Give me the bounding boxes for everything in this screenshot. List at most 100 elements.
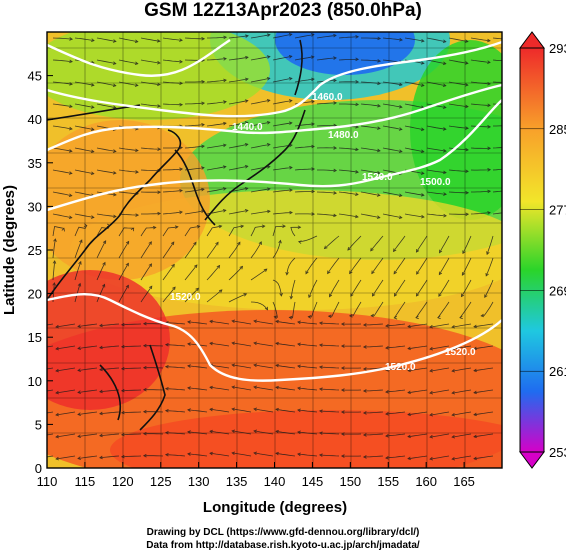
y-tick-label: 15: [28, 330, 42, 345]
streamline: [232, 320, 252, 325]
streamline: [253, 386, 274, 391]
streamline: [77, 455, 98, 459]
streamline-arrowhead: [480, 313, 485, 318]
streamline: [140, 241, 152, 259]
streamline: [228, 266, 243, 281]
streamline: [250, 144, 270, 149]
streamline-arrowhead: [193, 241, 197, 246]
streamline: [347, 235, 362, 251]
streamline-arrowhead: [443, 192, 447, 196]
streamline-arrowhead: [487, 211, 491, 215]
streamline: [96, 284, 105, 303]
streamline: [52, 238, 56, 259]
streamline-arrowhead: [106, 223, 111, 228]
streamline: [99, 433, 120, 437]
streamline-arrowhead: [460, 293, 465, 298]
streamline-arrowhead: [333, 168, 338, 173]
streamline-arrowhead: [318, 453, 323, 457]
streamline: [140, 147, 161, 150]
streamline-arrowhead: [289, 188, 293, 192]
streamline: [349, 301, 362, 317]
x-tick-label: 120: [112, 474, 134, 489]
streamline: [47, 411, 54, 414]
streamline-arrowhead: [34, 391, 37, 394]
streamline-arrowhead: [510, 103, 513, 106]
streamline: [371, 257, 384, 274]
streamline: [360, 81, 381, 84]
streamline: [473, 389, 494, 394]
streamline: [77, 323, 98, 327]
streamline-arrowhead: [297, 386, 301, 391]
streamline-arrowhead: [354, 214, 359, 219]
streamline-arrowhead: [451, 434, 456, 439]
streamline-arrowhead: [266, 77, 271, 81]
streamline: [52, 59, 73, 63]
streamline-arrowhead: [340, 410, 345, 414]
streamline: [438, 257, 450, 275]
streamline: [275, 386, 296, 391]
streamline-arrowhead: [347, 247, 351, 251]
streamline-arrowhead: [120, 366, 125, 371]
streamline: [206, 188, 226, 193]
streamline: [361, 37, 381, 39]
x-tick-label: 125: [150, 474, 172, 489]
streamline-arrowhead: [297, 240, 302, 244]
streamline: [372, 279, 384, 297]
streamline: [184, 124, 205, 127]
streamline: [319, 388, 340, 391]
streamline-arrowhead: [377, 36, 382, 41]
streamline: [429, 323, 450, 328]
streamline: [250, 121, 270, 127]
streamline: [385, 367, 406, 371]
streamline: [363, 367, 384, 370]
streamline-arrowhead: [179, 189, 183, 193]
streamline-arrowhead: [90, 215, 95, 219]
streamline-arrowhead: [297, 430, 301, 435]
streamline-arrowhead: [487, 81, 491, 86]
streamline: [272, 78, 292, 83]
streamline-arrowhead: [231, 319, 236, 324]
streamline: [294, 56, 314, 61]
streamline: [47, 345, 54, 348]
streamline: [74, 191, 94, 196]
streamline-arrowhead: [464, 39, 469, 43]
x-tick-label: 140: [264, 474, 286, 489]
streamline: [118, 263, 129, 281]
streamline: [52, 37, 73, 40]
streamline-arrowhead: [438, 271, 443, 276]
streamline: [305, 257, 318, 274]
streamline-arrowhead: [465, 191, 470, 195]
streamline: [338, 36, 359, 39]
streamline-arrowhead: [421, 214, 425, 219]
y-tick-label: 0: [35, 461, 42, 476]
streamline: [228, 122, 248, 127]
streamline-arrowhead: [288, 121, 293, 125]
streamline: [184, 242, 197, 259]
streamline: [74, 125, 94, 131]
streamline: [319, 366, 340, 369]
streamline-arrowhead: [318, 431, 323, 435]
streamline-arrowhead: [164, 453, 169, 457]
streamline: [206, 209, 226, 215]
streamline-arrowhead: [113, 214, 117, 219]
streamline: [228, 56, 249, 61]
streamline-arrowhead: [134, 39, 139, 44]
streamline: [407, 411, 428, 416]
streamline: [272, 55, 292, 61]
streamline-arrowhead: [187, 386, 191, 390]
streamline: [461, 279, 472, 297]
streamline-arrowhead: [318, 365, 323, 369]
streamline: [52, 191, 72, 197]
streamline-arrowhead: [53, 238, 57, 242]
colorbar-tick-label: 269: [549, 283, 566, 298]
streamline-arrowhead: [164, 431, 169, 435]
streamline: [74, 225, 88, 237]
streamline-arrowhead: [451, 368, 456, 373]
streamline-arrowhead: [55, 346, 60, 351]
streamline: [437, 301, 450, 318]
streamline-arrowhead: [278, 239, 282, 244]
streamline: [52, 260, 56, 281]
streamline: [294, 34, 314, 39]
streamline-arrowhead: [289, 143, 293, 148]
streamline-arrowhead: [297, 225, 302, 230]
